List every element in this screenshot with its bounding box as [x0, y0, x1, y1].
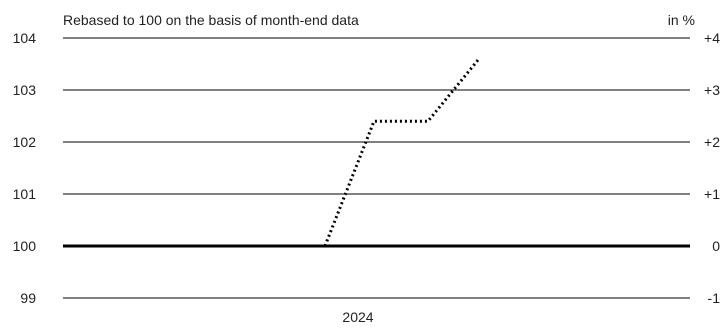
y-tick-label-right: -1 [708, 290, 721, 306]
y-tick-label-left: 100 [13, 238, 37, 254]
gridlines [63, 37, 690, 299]
y-axis-left: 104 103 102 101 100 99 [13, 30, 37, 306]
y-tick-label-left: 102 [13, 134, 37, 150]
y-tick-label-left: 104 [13, 30, 37, 46]
x-axis: 2024 [342, 309, 373, 325]
x-tick-label: 2024 [342, 309, 373, 325]
y-tick-label-left: 103 [13, 82, 37, 98]
y-tick-label-right: 0 [712, 238, 720, 254]
y-tick-label-right: +1 [704, 186, 720, 202]
y-tick-label-right: +4 [704, 30, 720, 46]
series-line [323, 57, 481, 247]
y-tick-label-left: 99 [20, 290, 36, 306]
right-axis-title: in % [668, 12, 695, 28]
y-tick-label-left: 101 [13, 186, 37, 202]
y-tick-label-right: +3 [704, 82, 720, 98]
chart-title: Rebased to 100 on the basis of month-end… [63, 12, 359, 28]
y-axis-right: +4 +3 +2 +1 0 -1 [704, 30, 720, 306]
y-tick-label-right: +2 [704, 134, 720, 150]
